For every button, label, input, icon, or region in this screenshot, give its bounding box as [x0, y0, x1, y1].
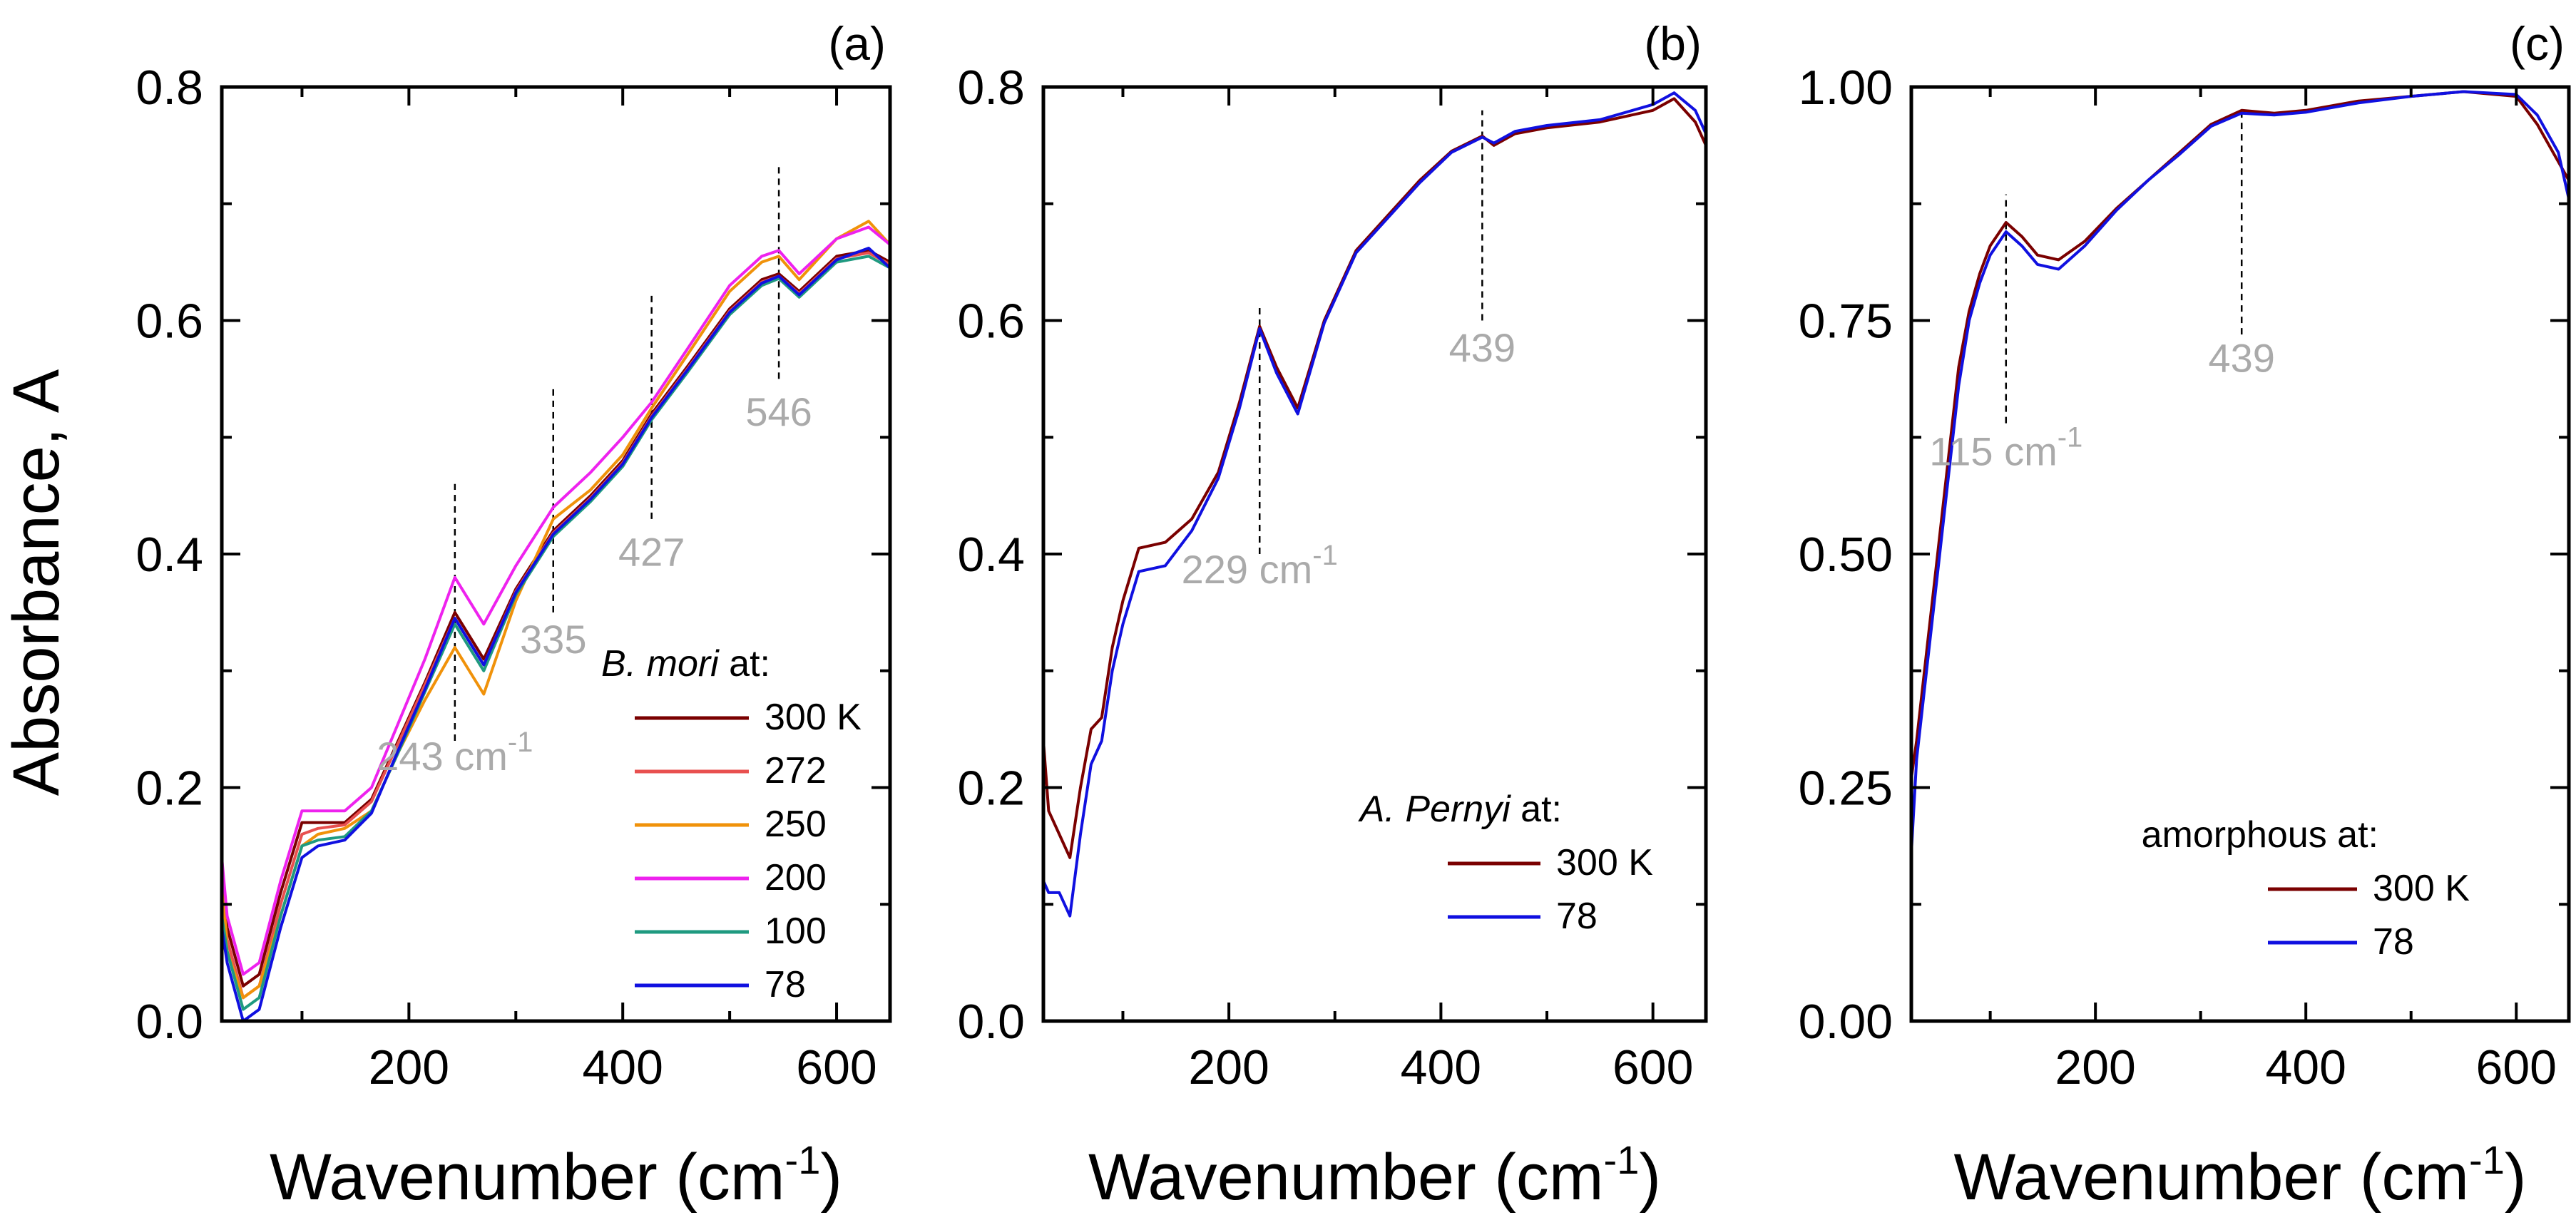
y-tick-label: 0.2 [957, 762, 1025, 816]
peak-annotation: 243 cm-1 [377, 727, 533, 779]
peak-annotation: 335 [520, 617, 586, 662]
legend-label: 300 K [765, 697, 862, 738]
x-tick-label: 200 [369, 1040, 449, 1095]
y-tick-label: 0.25 [1799, 762, 1893, 816]
peak-annotation: 546 [745, 389, 812, 434]
panel-label: (c) [2510, 17, 2565, 70]
x-tick-label: 400 [1401, 1040, 1481, 1095]
peak-annotation: 439 [2208, 336, 2274, 381]
y-tick-label: 0.8 [136, 61, 203, 115]
series-line-78 [1043, 91, 1706, 918]
legend-label: 300 K [2373, 868, 2470, 909]
x-tick-label: 600 [796, 1040, 876, 1095]
series-line-300k [1043, 97, 1706, 859]
series-line-200 [222, 225, 890, 976]
legend-title: A. Pernyi at: [1358, 789, 1562, 830]
panel-label: (a) [828, 17, 886, 70]
legend-label: 300 K [1556, 842, 1653, 883]
legend-title: B. mori at: [601, 643, 770, 685]
legend-label: 78 [765, 964, 806, 1005]
x-tick-label: 600 [2476, 1040, 2557, 1095]
panel-a: 200 400 600 0.0 0.2 0.4 0.6 0.8 (a) Wavenumber (c… [0, 17, 892, 1214]
y-tick-label: 0.8 [957, 61, 1025, 115]
panel-c: 200 400 600 0.00 0.25 0.50 0.75 1.00 (c) Wavenumb… [1799, 17, 2571, 1214]
x-axis-title: Wavenumber (cm-1) [1088, 1137, 1661, 1214]
panel-label: (b) [1644, 17, 1702, 70]
y-tick-label: 0.6 [136, 294, 203, 349]
y-tick-label: 0.75 [1799, 294, 1893, 349]
y-tick-label: 0.2 [136, 762, 203, 816]
series-line-300k [222, 249, 890, 988]
x-tick-label: 400 [582, 1040, 663, 1095]
y-tick-label: 0.50 [1799, 528, 1893, 582]
y-tick-label: 0.4 [957, 528, 1025, 582]
legend-label: 78 [2373, 921, 2414, 963]
x-tick-label: 200 [2055, 1040, 2135, 1095]
y-tick-label: 0.6 [957, 294, 1025, 349]
peak-annotation: 439 [1449, 325, 1516, 370]
peak-annotation: 115 cm-1 [1929, 422, 2082, 474]
y-tick-label: 1.00 [1799, 61, 1893, 115]
legend-label: 272 [765, 750, 827, 791]
y-tick-label: 0.4 [136, 528, 203, 582]
peak-annotation: 427 [618, 529, 685, 574]
legend: amorphous at: 300 K 78 [2142, 814, 2470, 963]
series-line-100 [222, 255, 890, 1011]
legend: A. Pernyi at: 300 K 78 [1358, 789, 1653, 937]
series-line-78 [1911, 90, 2569, 854]
legend-label: 100 [765, 911, 827, 952]
peak-annotation: 229 cm-1 [1182, 540, 1338, 592]
legend-label: 250 [765, 804, 827, 845]
y-axis-title: Absorbance, A [0, 369, 73, 796]
x-axis-title: Wavenumber (cm-1) [1954, 1137, 2527, 1214]
legend-title: amorphous at: [2142, 814, 2378, 856]
series-line-78 [222, 247, 890, 1021]
y-tick-label: 0.00 [1799, 995, 1893, 1049]
legend-label: 78 [1556, 896, 1598, 937]
legend-label: 200 [765, 857, 827, 898]
x-tick-label: 200 [1188, 1040, 1269, 1095]
panel-b: 200 400 600 0.0 0.2 0.4 0.6 0.8 (b) Wavenumber (c… [957, 17, 1708, 1214]
x-tick-label: 600 [1612, 1040, 1693, 1095]
legend: B. mori at: 300 K 272 250 200 100 78 [601, 643, 862, 1005]
y-tick-label: 0.0 [957, 995, 1025, 1049]
x-tick-label: 400 [2265, 1040, 2346, 1095]
y-tick-label: 0.0 [136, 995, 203, 1049]
x-axis-title: Wavenumber (cm-1) [270, 1137, 842, 1214]
